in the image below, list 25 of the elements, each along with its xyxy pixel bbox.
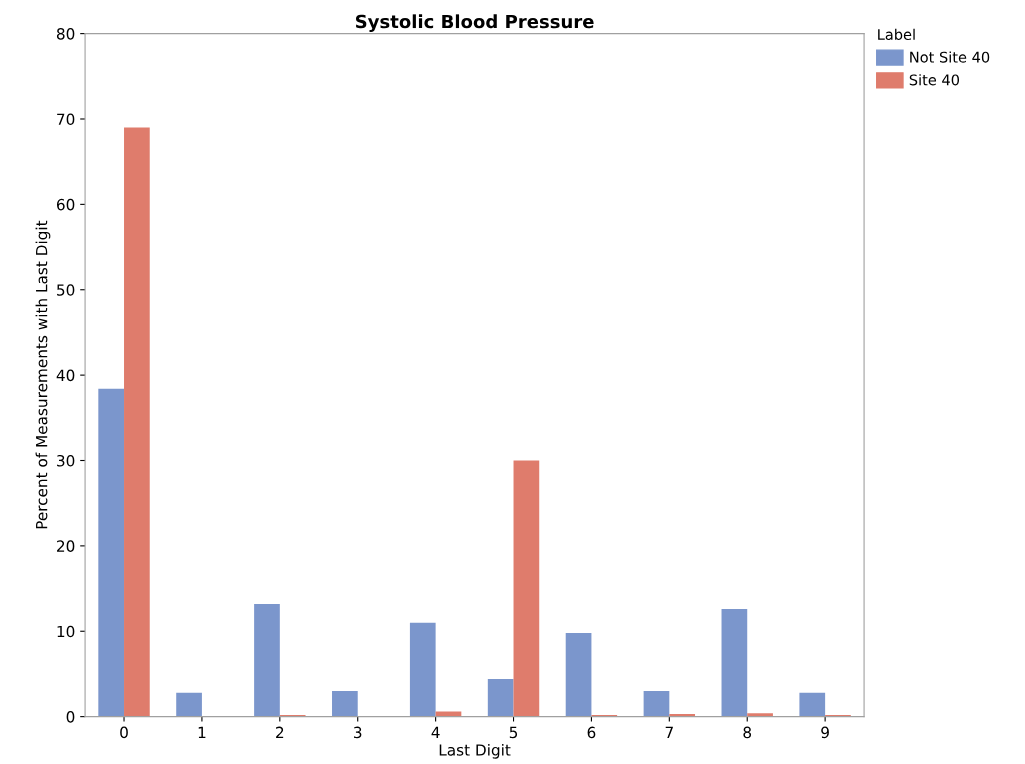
x-tick-label: 1 (198, 726, 206, 738)
x-tick-label: 8 (743, 726, 752, 739)
y-tick-label: 70 (57, 113, 75, 126)
y-tick-label: 60 (56, 198, 75, 211)
x-tick-label: 9 (821, 726, 829, 739)
x-tick-label: 4 (431, 726, 440, 738)
legend-label: Site 40 (909, 74, 960, 86)
y-tick-label: 0 (66, 711, 75, 723)
chart-title: Systolic Blood Pressure (355, 14, 594, 32)
y-tick-label: 50 (57, 284, 75, 296)
legend-label: Not Site 40 (910, 51, 990, 63)
y-tick-label: 40 (56, 369, 75, 382)
y-tick-label: 10 (57, 625, 75, 638)
y-axis-title: Percent of Measurements with Last Digit (35, 220, 51, 529)
x-axis-title: Last Digit (439, 743, 511, 759)
x-tick-label: 0 (120, 726, 128, 739)
x-tick-label: 3 (354, 726, 362, 739)
y-tick-label: 20 (57, 540, 75, 552)
x-tick-label: 6 (587, 726, 596, 739)
y-tick-label: 80 (56, 28, 75, 40)
y-tick-label: 30 (57, 454, 75, 467)
x-tick-label: 2 (276, 726, 284, 738)
x-tick-label: 7 (665, 726, 673, 738)
legend-title: Label (878, 28, 915, 40)
x-tick-label: 5 (509, 726, 518, 739)
